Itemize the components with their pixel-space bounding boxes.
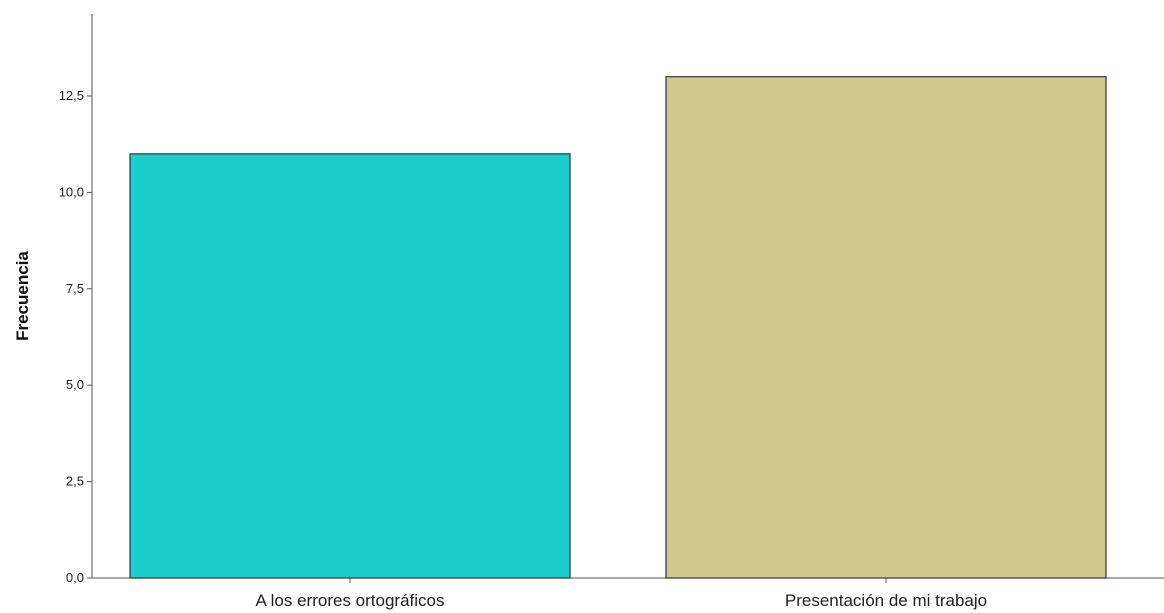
- y-axis-title: Frecuencia: [13, 251, 32, 341]
- y-tick-label: 10,0: [59, 184, 84, 199]
- y-tick-label: 5,0: [66, 377, 84, 392]
- x-category-label: Presentación de mi trabajo: [785, 591, 987, 610]
- x-axis: A los errores ortográficos Presentación d…: [92, 577, 1164, 610]
- y-tick-label: 7,5: [66, 281, 84, 296]
- bars-group: [129, 76, 1107, 579]
- bar-2: [665, 76, 1107, 579]
- x-axis-tick-labels: A los errores ortográficos Presentación d…: [256, 578, 987, 610]
- y-axis-ticks: 0,0 2,5 5,0 7,5 10,0 12,5: [59, 88, 92, 585]
- y-tick-label: 2,5: [66, 474, 84, 489]
- y-tick-label: 0,0: [66, 570, 84, 585]
- y-tick-label: 12,5: [59, 88, 84, 103]
- x-category-label: A los errores ortográficos: [256, 591, 445, 610]
- bar-1: [129, 153, 571, 579]
- y-axis: 0,0 2,5 5,0 7,5 10,0 12,5 Frecuencia: [13, 14, 93, 585]
